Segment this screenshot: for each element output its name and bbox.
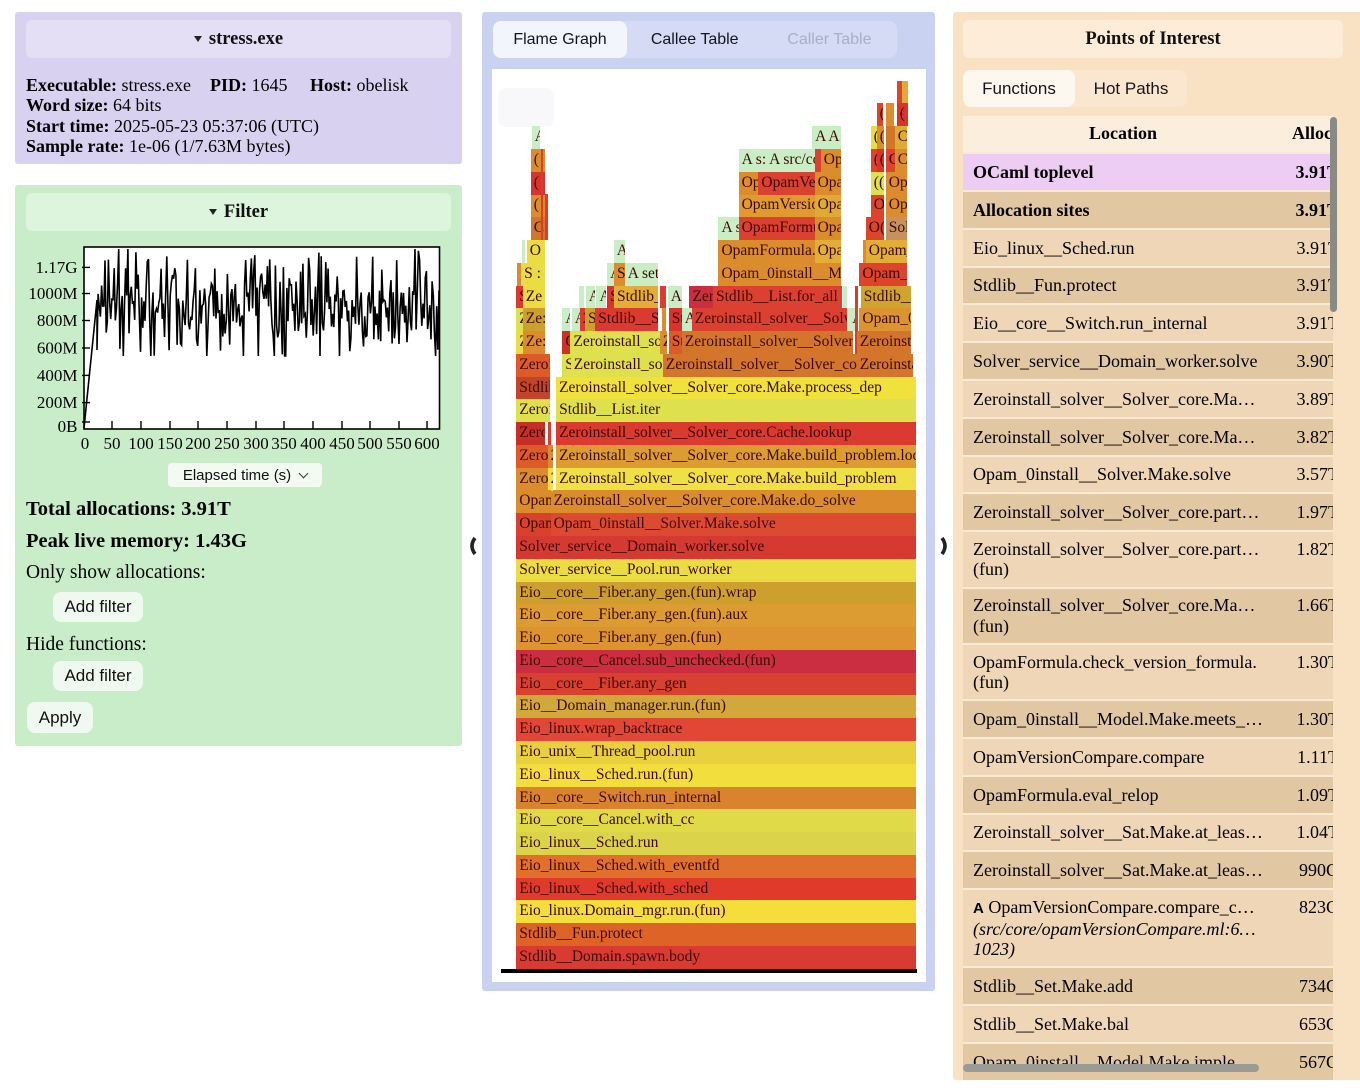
svg-text:1.17G: 1.17G <box>35 258 77 277</box>
svg-text:400: 400 <box>300 434 326 453</box>
svg-text:0: 0 <box>81 434 90 453</box>
svg-text:450: 450 <box>329 434 355 453</box>
svg-text:400M: 400M <box>37 366 78 385</box>
svg-text:100: 100 <box>128 434 154 453</box>
svg-text:150: 150 <box>157 434 183 453</box>
svg-text:200M: 200M <box>37 393 78 412</box>
svg-text:300: 300 <box>243 434 269 453</box>
svg-text:800M: 800M <box>37 311 78 330</box>
svg-text:350: 350 <box>271 434 297 453</box>
svg-text:600M: 600M <box>37 339 78 358</box>
svg-text:200: 200 <box>185 434 211 453</box>
svg-text:0B: 0B <box>58 417 78 436</box>
svg-text:50: 50 <box>104 434 121 453</box>
svg-text:250: 250 <box>214 434 240 453</box>
svg-text:1000M: 1000M <box>28 284 77 303</box>
svg-text:600: 600 <box>414 434 440 453</box>
svg-text:550: 550 <box>386 434 412 453</box>
svg-text:500: 500 <box>357 434 383 453</box>
